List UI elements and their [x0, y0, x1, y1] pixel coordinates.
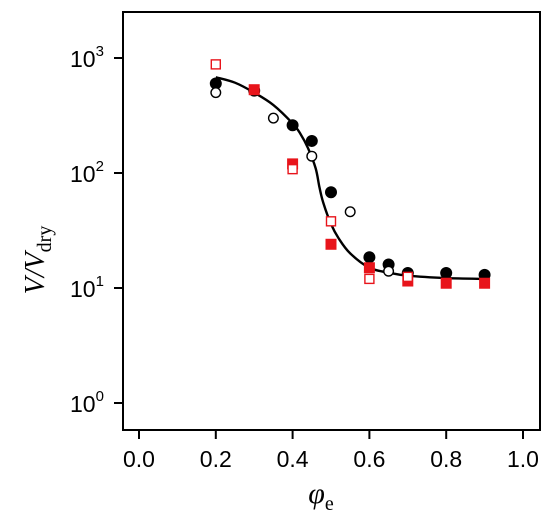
filled-square-point [363, 262, 375, 274]
x-axis-label-sub: e [325, 493, 334, 515]
x-tick-label: 0.8 [430, 446, 462, 472]
y-tick-exponent: 1 [96, 273, 104, 290]
open-circle-point [210, 87, 222, 99]
filled-square-point [325, 238, 337, 250]
open-square-point [364, 273, 375, 285]
open-circle-point [383, 265, 395, 277]
open-square-point [325, 216, 337, 227]
data-points [209, 59, 491, 289]
y-tick-label: 102 [70, 158, 104, 187]
y-tick-base: 10 [70, 391, 96, 417]
x-tick-label: 0.6 [353, 446, 385, 472]
y-axis-label-main: V/V [20, 249, 51, 294]
open-square-point [287, 163, 298, 175]
filled-square-point [479, 277, 491, 289]
open-circle-point [344, 206, 356, 218]
open-square-point [402, 271, 413, 283]
plot-frame [122, 11, 541, 431]
y-tick-exponent: 0 [96, 388, 104, 405]
y-tick-base: 10 [70, 46, 96, 72]
y-axis-label: V/Vdry [20, 226, 56, 295]
x-tick-label: 0.4 [277, 446, 309, 472]
fit-curve [215, 76, 485, 281]
filled-square-point [440, 277, 452, 289]
open-square-point [210, 59, 222, 70]
filled-square-point [248, 84, 260, 96]
x-axis-label: φe [308, 477, 334, 515]
x-axis-ticks: 0.0 0.2 0.4 0.6 0.8 1.0 [123, 430, 539, 472]
x-tick-label: 0.0 [123, 446, 155, 472]
y-tick-label: 101 [70, 273, 104, 302]
open-circle-point [306, 150, 318, 162]
filled-circle-point [305, 134, 318, 147]
y-tick-exponent: 2 [96, 158, 104, 175]
y-axis-label-sub: dry [34, 226, 56, 253]
x-tick-label: 0.2 [200, 446, 232, 472]
x-tick-label: 1.0 [507, 446, 539, 472]
y-tick-base: 10 [70, 161, 96, 187]
y-tick-label: 103 [70, 43, 104, 72]
filled-circle-point [286, 119, 299, 132]
y-tick-label: 100 [70, 388, 104, 417]
filled-circle-point [325, 186, 337, 199]
fit-curve-layer [215, 76, 485, 281]
plot-border [122, 11, 541, 431]
y-tick-exponent: 3 [96, 43, 104, 60]
x-axis-label-main: φ [308, 477, 325, 510]
y-tick-base: 10 [70, 276, 96, 302]
filled-circle-point [363, 251, 376, 264]
filled-circle-point [440, 267, 453, 280]
open-circle-point [267, 112, 279, 124]
